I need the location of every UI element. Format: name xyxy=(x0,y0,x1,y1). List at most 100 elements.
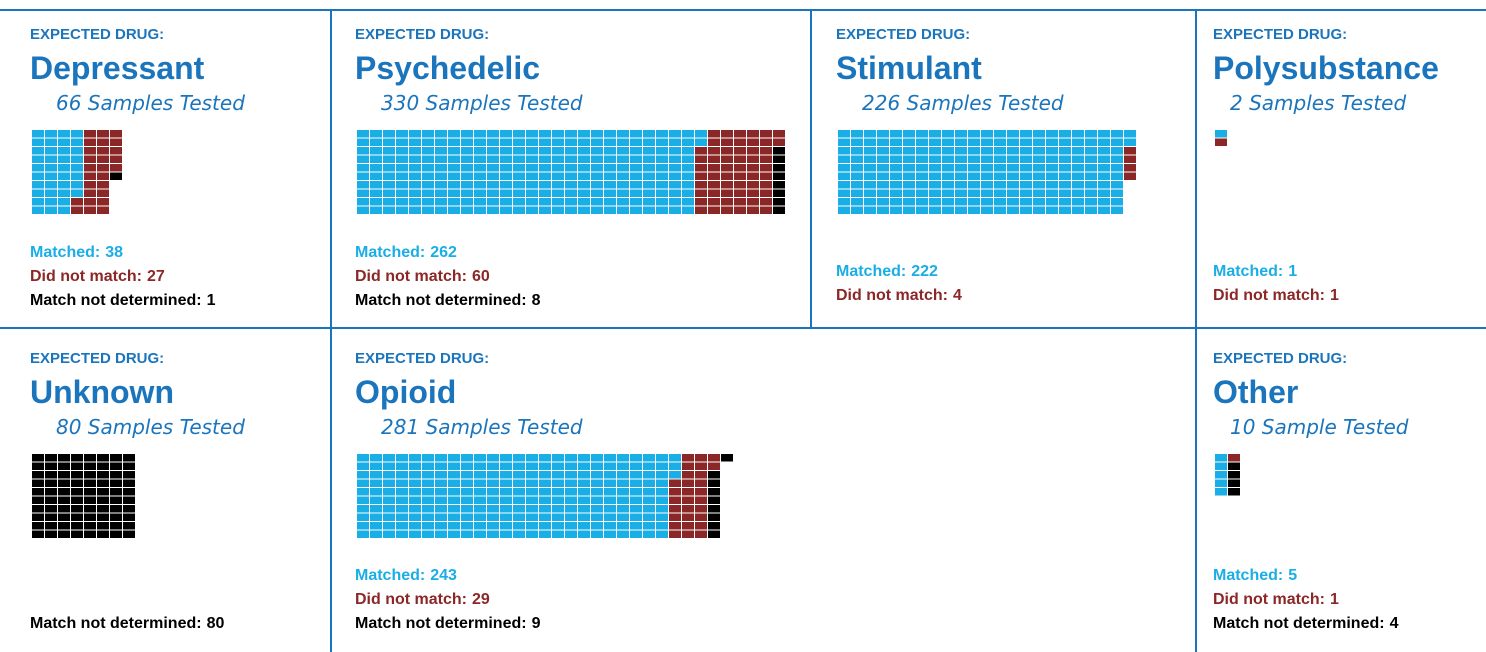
waffle-cell xyxy=(916,198,928,206)
waffle-cell xyxy=(890,147,902,155)
waffle-cell xyxy=(708,130,720,138)
waffle-cell xyxy=(97,172,109,180)
waffle-cell xyxy=(1215,462,1227,470)
waffle-cell xyxy=(968,198,980,206)
waffle-cell xyxy=(357,479,369,487)
waffle-cell xyxy=(695,130,707,138)
waffle-cell xyxy=(32,172,44,180)
waffle-cell xyxy=(500,172,512,180)
waffle-cell xyxy=(591,488,603,496)
waffle-cell xyxy=(435,488,447,496)
waffle-cell xyxy=(838,164,850,172)
waffle-cell xyxy=(448,513,460,521)
waffle-cell xyxy=(370,172,382,180)
waffle-cell xyxy=(695,454,707,462)
waffle-cell xyxy=(968,189,980,197)
waffle-cell xyxy=(500,198,512,206)
waffle-cell xyxy=(500,189,512,197)
waffle-cell xyxy=(994,155,1006,163)
waffle-cell xyxy=(1085,164,1097,172)
waffle-cell xyxy=(435,155,447,163)
waffle-cell xyxy=(617,164,629,172)
waffle-cell xyxy=(383,471,395,479)
waffle-cell xyxy=(604,155,616,163)
legend-name: Match not determined: xyxy=(30,292,202,309)
waffle-cell xyxy=(487,138,499,146)
waffle-cell xyxy=(760,206,772,214)
waffle-cell xyxy=(396,130,408,138)
waffle-cell xyxy=(864,138,876,146)
waffle-cell xyxy=(682,181,694,189)
waffle-cell xyxy=(45,130,57,138)
waffle-cell xyxy=(370,155,382,163)
waffle-cell xyxy=(487,198,499,206)
waffle-cell xyxy=(994,164,1006,172)
waffle-cell xyxy=(890,138,902,146)
waffle-cell xyxy=(578,462,590,470)
waffle-cell xyxy=(370,198,382,206)
waffle-cell xyxy=(890,206,902,214)
waffle-cell xyxy=(929,130,941,138)
waffle-cell xyxy=(630,164,642,172)
waffle-cell xyxy=(487,462,499,470)
waffle-cell xyxy=(955,189,967,197)
waffle-cell xyxy=(422,530,434,538)
waffle-cell xyxy=(422,462,434,470)
waffle-cell xyxy=(357,206,369,214)
waffle-cell xyxy=(513,130,525,138)
waffle-cell xyxy=(916,172,928,180)
waffle-cell xyxy=(435,181,447,189)
legend-entry: Match not determined: 4 xyxy=(1213,615,1399,632)
waffle-cell xyxy=(565,505,577,513)
waffle-cell xyxy=(45,189,57,197)
waffle-cell xyxy=(695,522,707,530)
waffle-cell xyxy=(565,147,577,155)
waffle-cell xyxy=(448,471,460,479)
waffle-cell xyxy=(656,189,668,197)
waffle-cell xyxy=(968,206,980,214)
waffle-cell xyxy=(656,505,668,513)
waffle-cell xyxy=(643,164,655,172)
waffle-cell xyxy=(747,181,759,189)
waffle-cell xyxy=(903,198,915,206)
waffle-cell xyxy=(370,522,382,530)
waffle-cell xyxy=(357,505,369,513)
waffle-cell xyxy=(851,155,863,163)
waffle-cell xyxy=(461,189,473,197)
legend-value: 38 xyxy=(105,244,123,261)
waffle-cell xyxy=(45,155,57,163)
waffle-cell xyxy=(1072,198,1084,206)
waffle-cell xyxy=(552,206,564,214)
waffle-cell xyxy=(838,138,850,146)
waffle-cell xyxy=(539,198,551,206)
waffle-cell xyxy=(955,198,967,206)
waffle-cell xyxy=(526,172,538,180)
waffle-cell xyxy=(422,198,434,206)
waffle-cell xyxy=(734,181,746,189)
waffle-cell xyxy=(955,155,967,163)
waffle-cell xyxy=(409,496,421,504)
waffle-cell xyxy=(422,206,434,214)
waffle-cell xyxy=(721,172,733,180)
waffle-cell xyxy=(1215,454,1227,462)
waffle-cell xyxy=(58,454,70,462)
waffle-cell xyxy=(617,454,629,462)
legend-entry: Did not match: 4 xyxy=(836,287,962,304)
waffle-cell xyxy=(617,479,629,487)
waffle-cell xyxy=(422,471,434,479)
waffle-cell xyxy=(1020,138,1032,146)
waffle-cell xyxy=(383,505,395,513)
waffle-cell xyxy=(1059,172,1071,180)
waffle-cell xyxy=(526,198,538,206)
waffle-cell xyxy=(565,513,577,521)
waffle-cell xyxy=(838,206,850,214)
waffle-cell xyxy=(1228,479,1240,487)
waffle-cell xyxy=(643,181,655,189)
waffle-cell xyxy=(682,155,694,163)
waffle-cell xyxy=(539,164,551,172)
waffle-cell xyxy=(357,172,369,180)
waffle-cell xyxy=(370,488,382,496)
waffle-cell xyxy=(578,147,590,155)
waffle-cell xyxy=(630,130,642,138)
waffle-cell xyxy=(500,462,512,470)
